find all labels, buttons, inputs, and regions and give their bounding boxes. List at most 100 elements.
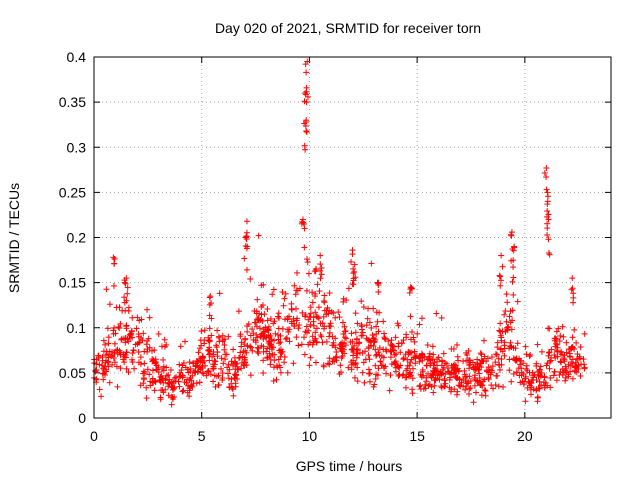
data-point [427,362,434,369]
data-point [175,378,182,385]
data-point [196,355,203,362]
data-point [543,186,550,193]
data-point [568,286,575,293]
data-point [117,365,124,372]
data-point [284,315,291,322]
data-point [303,256,310,263]
data-point [553,328,560,335]
data-point [110,354,117,361]
data-point [244,328,251,335]
data-point [447,374,454,381]
data-point [261,311,268,318]
data-point [131,365,138,372]
data-point [537,363,544,370]
data-point [472,366,479,373]
data-point [435,354,442,361]
data-point [225,333,232,340]
data-point [517,379,524,386]
data-point [307,304,314,311]
data-point [315,304,322,311]
data-point [348,330,355,337]
data-point [352,329,359,336]
data-point [496,327,503,334]
data-point [544,231,551,238]
data-point [137,382,144,389]
data-point [496,272,503,279]
data-point [103,286,110,293]
data-point [275,336,282,343]
data-point [258,331,265,338]
data-point [471,374,478,381]
data-point [253,331,260,338]
data-point [312,309,319,316]
data-point [190,367,197,374]
data-point [394,320,401,327]
data-point [455,357,462,364]
data-point [456,382,463,389]
data-point [423,362,430,369]
data-point [391,351,398,358]
data-point [214,349,221,356]
data-point [473,365,480,372]
data-point [124,290,131,297]
data-point [517,361,524,368]
data-point [526,353,533,360]
data-point [98,393,105,400]
data-point [123,365,130,372]
data-point [300,219,307,226]
data-point [358,322,365,329]
data-point [123,325,130,332]
data-point [102,341,109,348]
data-point [354,364,361,371]
data-point [303,117,310,124]
data-point [151,387,158,394]
data-point [441,375,448,382]
data-point [365,366,372,373]
data-point [351,261,358,268]
data-point [546,251,553,258]
data-point [303,88,310,95]
data-point [128,327,135,334]
data-point [301,244,308,251]
data-point [463,373,470,380]
data-point [506,313,513,320]
data-point [120,356,127,363]
data-point [556,371,563,378]
data-point [341,334,348,341]
data-point [259,302,266,309]
data-point [335,309,342,316]
data-point [243,266,250,273]
data-point [422,385,429,392]
data-point [354,378,361,385]
data-point [121,359,128,366]
data-point [394,363,401,370]
data-point [163,364,170,371]
data-point [100,376,107,383]
data-point [228,380,235,387]
data-point [302,91,309,98]
data-point [260,357,267,364]
x-tick-label: 15 [409,428,425,444]
data-point [219,337,226,344]
data-point [557,332,564,339]
data-point [247,275,254,282]
data-point [306,362,313,369]
data-point [324,360,331,367]
data-point [313,266,320,273]
data-point [122,339,129,346]
data-point [132,341,139,348]
data-point [348,346,355,353]
data-point [291,282,298,289]
data-point [199,363,206,370]
data-point [201,327,208,334]
data-point [392,358,399,365]
x-tick-label: 0 [90,428,98,444]
data-point [523,362,530,369]
data-point [428,383,435,390]
data-point [313,313,320,320]
data-point [565,361,572,368]
data-point [206,325,213,332]
data-point [180,387,187,394]
data-point [568,344,575,351]
data-point [569,285,576,292]
